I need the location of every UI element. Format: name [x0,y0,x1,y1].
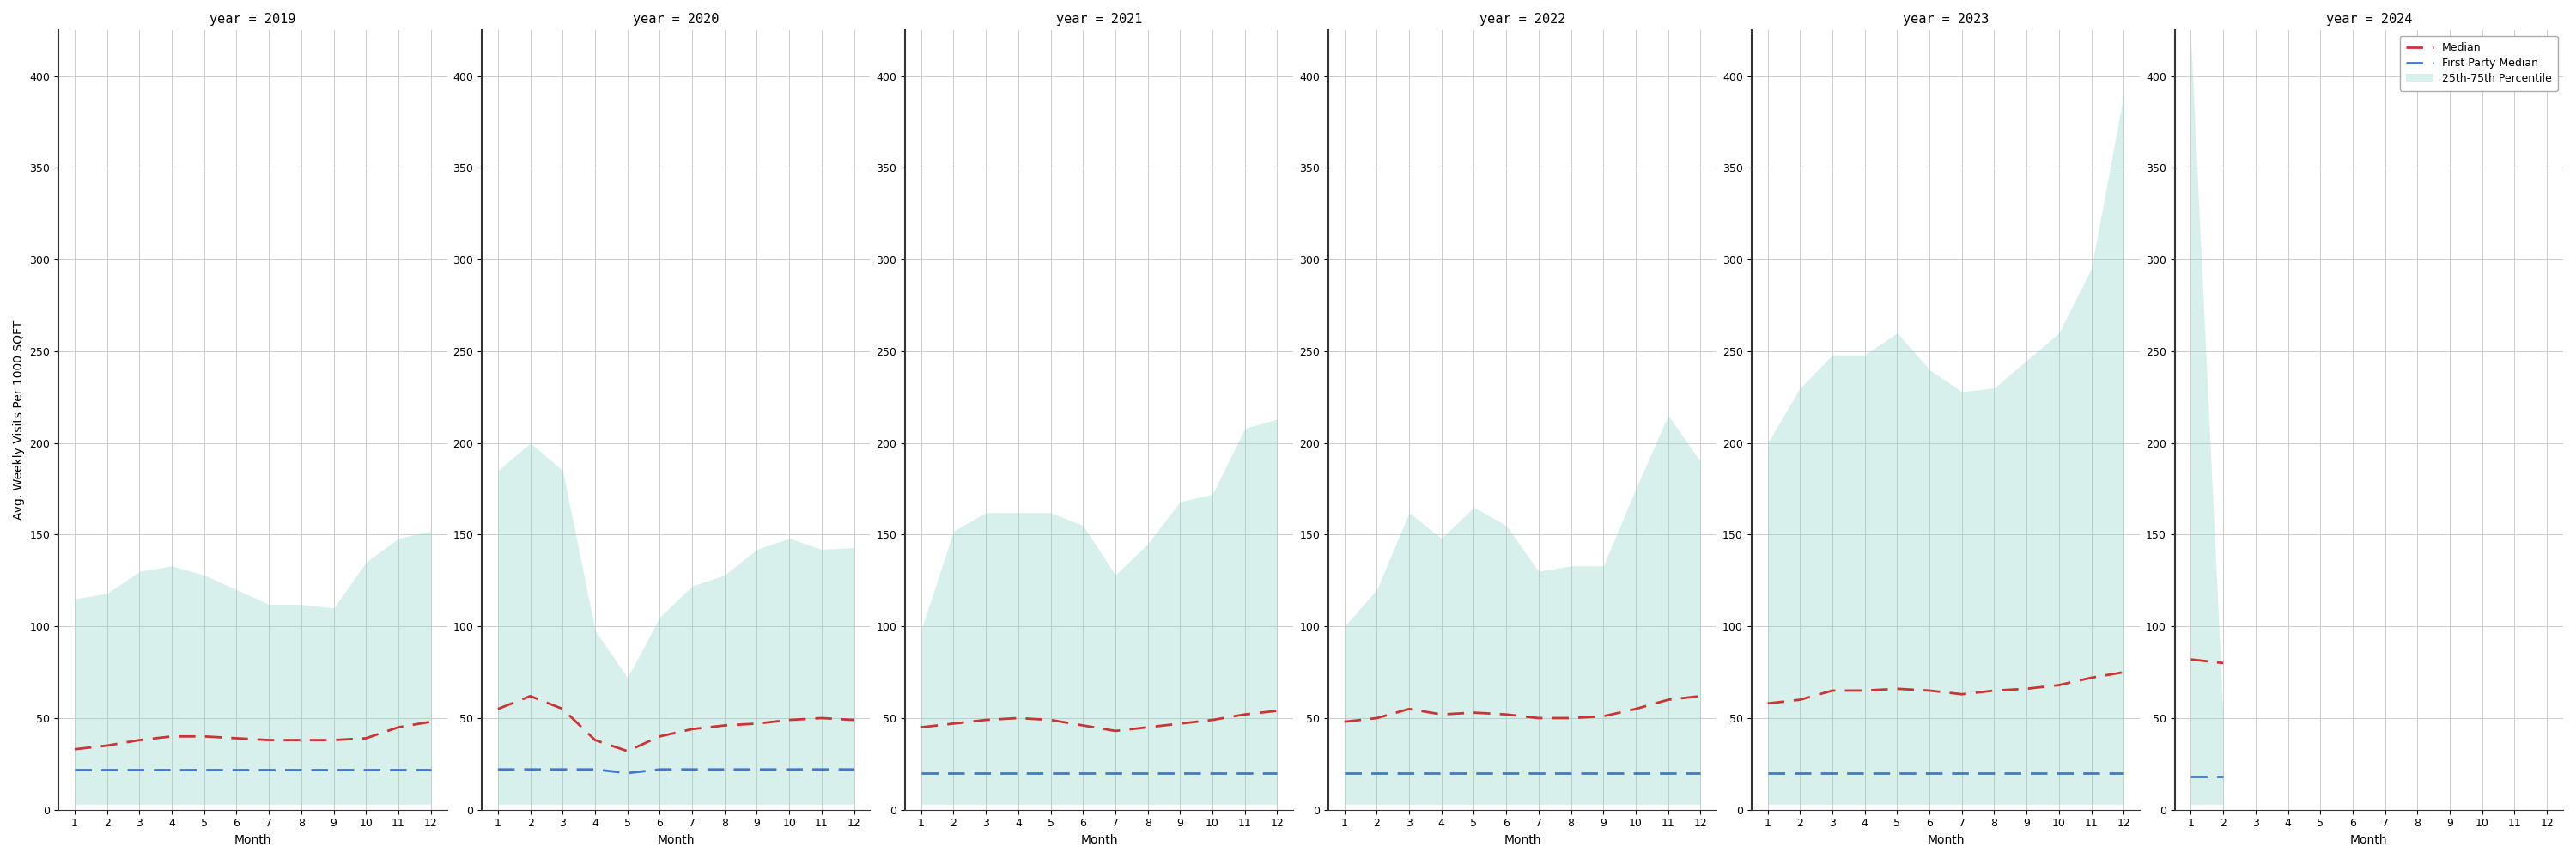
X-axis label: Month: Month [657,834,696,846]
Y-axis label: Avg. Weekly Visits Per 1000 SQFT: Avg. Weekly Visits Per 1000 SQFT [13,320,26,520]
X-axis label: Month: Month [234,834,270,846]
X-axis label: Month: Month [1504,834,1540,846]
Title: year = 2021: year = 2021 [1056,13,1141,26]
X-axis label: Month: Month [1927,834,1965,846]
X-axis label: Month: Month [2349,834,2388,846]
Title: year = 2019: year = 2019 [209,13,296,26]
X-axis label: Month: Month [1079,834,1118,846]
Legend: Median, First Party Median, 25th-75th Percentile: Median, First Party Median, 25th-75th Pe… [2401,36,2558,91]
Title: year = 2023: year = 2023 [1904,13,1989,26]
Title: year = 2022: year = 2022 [1479,13,1566,26]
Title: year = 2020: year = 2020 [634,13,719,26]
Title: year = 2024: year = 2024 [2326,13,2411,26]
